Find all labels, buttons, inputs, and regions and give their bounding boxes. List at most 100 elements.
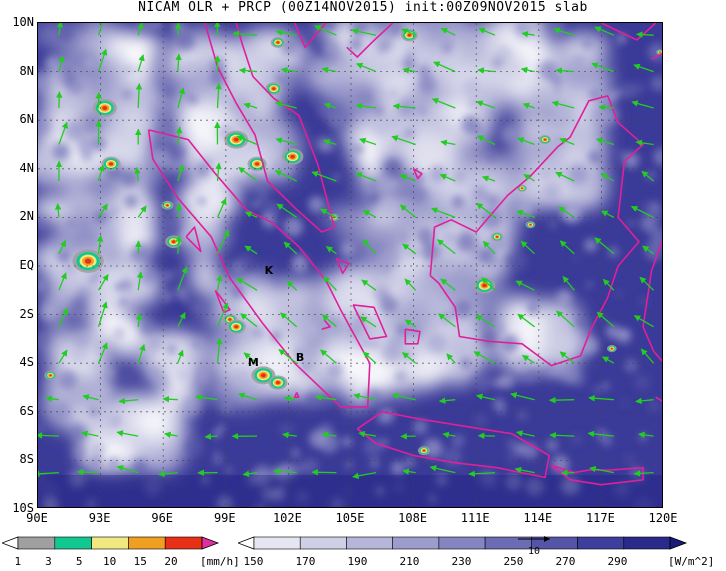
olr-cell xyxy=(84,58,96,70)
olr-cell xyxy=(451,195,465,209)
coastline xyxy=(429,95,644,367)
olr-cell xyxy=(353,144,364,154)
olr-cell xyxy=(396,356,446,390)
olr-cell xyxy=(38,221,47,231)
olr-cell xyxy=(52,142,70,161)
wind-vector xyxy=(362,239,377,255)
wind-vector xyxy=(392,103,416,110)
wind-vector xyxy=(137,23,144,36)
olr-cell xyxy=(589,89,600,100)
olr-cell xyxy=(473,412,488,428)
lon-tick-label: 111E xyxy=(460,511,490,525)
olr-cell xyxy=(382,343,401,363)
lon-tick-label: 105E xyxy=(335,511,365,525)
olr-cell xyxy=(181,396,202,417)
olr-cell xyxy=(296,461,309,474)
coastline xyxy=(651,52,662,61)
wind-vector xyxy=(482,240,496,255)
olr-cell xyxy=(308,196,325,213)
wind-vectors xyxy=(38,23,655,480)
olr-cell xyxy=(405,96,413,104)
wind-vector xyxy=(559,351,575,364)
olr-cell xyxy=(500,124,520,144)
olr-cell xyxy=(435,473,448,487)
olr-cell xyxy=(319,433,339,454)
olr-cell xyxy=(157,127,173,144)
wind-vector xyxy=(556,310,575,328)
olr-cell xyxy=(304,391,320,407)
olr-cell xyxy=(542,182,562,201)
olr-cell xyxy=(391,333,406,348)
wind-vector xyxy=(355,102,377,110)
olr-cell xyxy=(147,365,164,382)
olr-cell xyxy=(324,42,339,57)
wind-vector xyxy=(280,312,298,328)
olr-cell xyxy=(408,185,428,204)
olr-cell xyxy=(568,163,589,184)
wind-vector xyxy=(514,466,535,474)
wind-vector xyxy=(244,245,258,255)
colorbar-tick-label: 20 xyxy=(164,555,178,568)
olr-cell xyxy=(217,424,225,432)
precip-cell xyxy=(102,106,108,111)
olr-cell xyxy=(86,499,97,507)
colorbar-tick-label: 190 xyxy=(347,555,368,568)
olr-cell xyxy=(38,481,58,500)
precipitation-field xyxy=(44,28,662,456)
coastline xyxy=(185,226,202,253)
precip-cell xyxy=(260,373,266,378)
olr-cell xyxy=(421,242,440,261)
olr-cell xyxy=(562,203,582,224)
olr-cell xyxy=(229,284,245,300)
lat-tick-label: 8S xyxy=(19,452,34,467)
wind-vector xyxy=(631,100,654,109)
wind-vector xyxy=(216,302,229,328)
olr-cell xyxy=(295,349,302,356)
wind-vector xyxy=(283,241,298,255)
olr-cell xyxy=(139,277,147,285)
wind-vector xyxy=(633,470,654,477)
wind-vector xyxy=(236,135,258,146)
lon-tick-label: 96E xyxy=(151,511,174,525)
olr-cell xyxy=(143,477,162,497)
wind-vector xyxy=(351,28,377,36)
olr-cell xyxy=(51,401,71,421)
wind-vector xyxy=(430,207,456,219)
wind-vector xyxy=(475,314,496,328)
olr-cell xyxy=(279,276,289,286)
olr-cell xyxy=(92,456,101,465)
wind-vector xyxy=(402,351,417,364)
olr-cell xyxy=(347,92,369,132)
wind-vector xyxy=(321,314,337,328)
olr-cell xyxy=(38,116,52,135)
olr-cell xyxy=(166,142,186,162)
wind-vector xyxy=(97,23,104,36)
coastline xyxy=(356,411,550,479)
wind-vector xyxy=(58,349,68,364)
olr-cell xyxy=(379,175,398,195)
olr-cell xyxy=(38,279,47,291)
wind-vector xyxy=(517,313,535,328)
olr-cell xyxy=(502,268,510,276)
wind-vector xyxy=(523,173,535,182)
olr-cell xyxy=(183,61,195,73)
olr-cell xyxy=(625,81,642,98)
olr-cell xyxy=(162,86,174,97)
olr-cell xyxy=(57,249,71,263)
olr-cell xyxy=(378,37,393,52)
olr-cell xyxy=(45,380,52,387)
colorbar-cap xyxy=(669,536,688,550)
olr-cell xyxy=(488,260,498,271)
olr-cell xyxy=(517,409,529,421)
coastline xyxy=(293,392,300,398)
olr-cell xyxy=(54,212,81,242)
precip-cell xyxy=(529,223,532,226)
olr-cell xyxy=(439,34,455,51)
colorbar-segment xyxy=(253,536,301,550)
olr-cell xyxy=(330,497,345,507)
wind-vector xyxy=(320,349,337,364)
lon-tick-label: 99E xyxy=(213,511,236,525)
olr-cell xyxy=(487,154,495,163)
olr-cell xyxy=(234,335,258,360)
olr-cell xyxy=(276,76,284,84)
